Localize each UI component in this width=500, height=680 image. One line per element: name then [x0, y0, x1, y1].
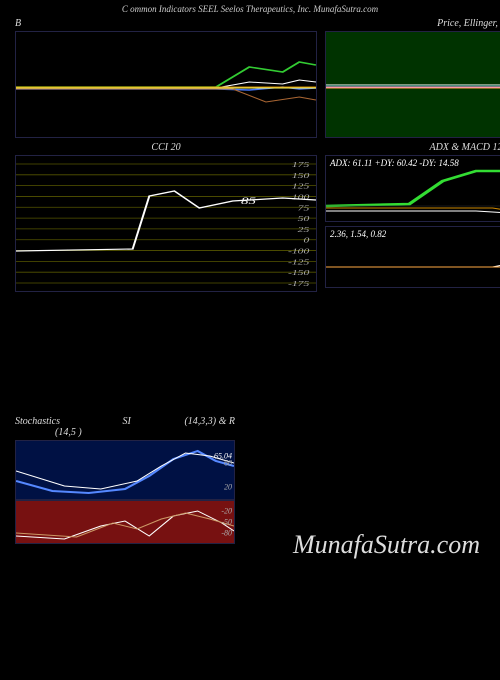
- header-center: ommon Indicators SEEL Seelos Therapeutic…: [130, 4, 378, 14]
- title-si: SI: [123, 416, 131, 427]
- svg-text:175: 175: [292, 161, 310, 169]
- title-stoch-params: (14,3,3) & R: [184, 416, 235, 427]
- chart-macd: 2.36, 1.54, 0.82: [325, 226, 500, 288]
- row-price: B Price, Ellinger, MA Bands 20,2: [0, 18, 500, 138]
- svg-text:85: 85: [241, 196, 256, 206]
- svg-price-ma: [326, 32, 500, 137]
- title-cci: CCI 20: [15, 142, 317, 153]
- svg-text:75: 75: [298, 204, 310, 212]
- svg-text:-175: -175: [288, 280, 310, 288]
- stoch-tick-20: 20: [224, 483, 232, 492]
- wr-tick-80: -80: [221, 529, 232, 538]
- title-stoch-row: Stochastics (14,3,3) & R SI (14,5 ): [15, 416, 235, 438]
- svg-text:100: 100: [292, 194, 310, 202]
- spacer: [0, 296, 500, 416]
- svg-text:-100: -100: [288, 248, 310, 256]
- chart-adx: ADX: 61.11 +DY: 60.42 -DY: 14.58: [325, 155, 500, 222]
- svg-stoch: [16, 441, 234, 499]
- svg-text:0: 0: [303, 237, 309, 245]
- chart-stochastics: 65.04 60 20: [15, 440, 235, 500]
- chart-bollinger-left: [15, 31, 317, 138]
- row-stoch: Stochastics (14,3,3) & R SI (14,5 ) 65.0…: [0, 416, 500, 544]
- macd-values-label: 2.36, 1.54, 0.82: [330, 229, 386, 239]
- header-left: C: [122, 4, 128, 14]
- svg-bollinger-left: [16, 32, 316, 137]
- chart-price-ma: [325, 31, 500, 138]
- svg-text:25: 25: [298, 226, 310, 234]
- row-oscillators: CCI 20 175 150 125 100 75 50 25 0 -100 -125 -150 -1…: [0, 142, 500, 292]
- svg-wr: [16, 501, 234, 543]
- svg-text:-150: -150: [288, 269, 310, 277]
- svg-text:50: 50: [298, 215, 310, 223]
- title-stochastics: Stochastics: [15, 416, 60, 427]
- title-b: B: [15, 18, 317, 29]
- page-header: C ommon Indicators SEEL Seelos Therapeut…: [0, 0, 500, 18]
- wr-tick-20: -20: [221, 507, 232, 516]
- wr-tick-50: -50: [221, 518, 232, 527]
- title-price-ma: Price, Ellinger, MA: [325, 18, 500, 29]
- adx-values-label: ADX: 61.11 +DY: 60.42 -DY: 14.58: [330, 158, 459, 168]
- svg-text:125: 125: [292, 183, 310, 191]
- title-si-params: (14,5 ): [55, 427, 82, 438]
- chart-cci: 175 150 125 100 75 50 25 0 -100 -125 -150 -175 85: [15, 155, 317, 292]
- chart-williams-r: -20 -50 -80: [15, 500, 235, 544]
- svg-text:150: 150: [292, 172, 310, 180]
- svg-text:-125: -125: [288, 259, 310, 267]
- title-adx-macd: ADX & MACD 12,26,9: [325, 142, 500, 153]
- stoch-tick-60: 60: [224, 459, 232, 468]
- svg-cci: 175 150 125 100 75 50 25 0 -100 -125 -150 -175 85: [16, 156, 316, 291]
